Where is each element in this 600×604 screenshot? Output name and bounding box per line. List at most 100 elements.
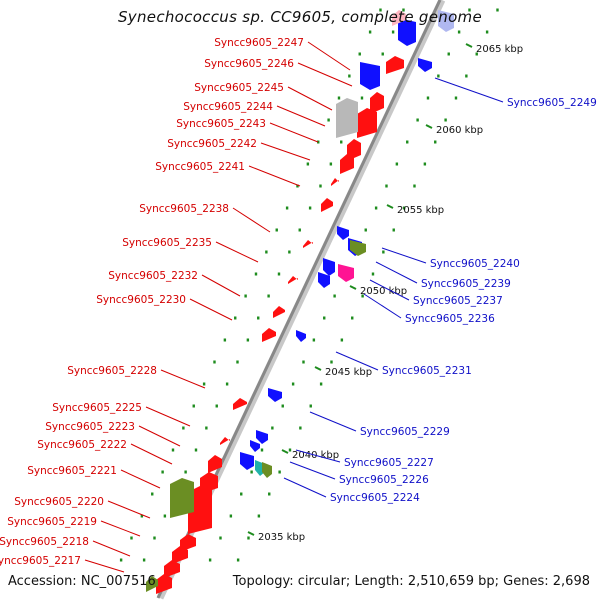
left-leader-line <box>297 62 353 87</box>
right-leader-line <box>283 477 327 498</box>
guide-dot <box>382 250 385 254</box>
left-gene-label: Syncc9605_2241 <box>155 161 245 173</box>
guide-dot <box>205 426 208 430</box>
guide-dot <box>288 250 291 254</box>
map-title: Synechococcus sp. CC9605, complete genom… <box>117 8 482 26</box>
scale-tick-label: 2060 kbp <box>436 125 483 136</box>
guide-dot <box>296 184 299 188</box>
guide-dot <box>327 118 330 122</box>
guide-dot <box>219 536 222 540</box>
guide-dot <box>285 206 289 210</box>
guide-dot <box>309 404 312 408</box>
guide-dot <box>208 558 212 562</box>
guide-dot <box>225 382 229 386</box>
guide-dot <box>368 30 372 34</box>
left-gene-label: Syncc9605_2243 <box>176 118 266 130</box>
right-gene-label: Syncc9605_2229 <box>360 426 450 438</box>
guide-dot <box>257 316 260 320</box>
left-gene-label: Syncc9605_2220 <box>14 496 104 508</box>
reverse-gene <box>268 388 282 402</box>
guide-dot <box>395 162 399 166</box>
guide-dot <box>317 140 320 144</box>
left-leader-line <box>130 443 173 465</box>
guide-dot <box>413 184 416 188</box>
guide-dot <box>444 118 447 122</box>
guide-dot <box>385 184 388 188</box>
forward-gene <box>233 398 247 410</box>
left-gene-label: Syncc9605_2230 <box>96 294 186 306</box>
grey-gene <box>336 98 358 138</box>
right-leader-line <box>289 461 336 480</box>
length-value: 2,510,659 bp <box>407 574 495 589</box>
right-gene-label: Syncc9605_2239 <box>421 278 511 290</box>
scale-tick-label: 2055 kbp <box>397 205 444 216</box>
guide-dot <box>416 118 419 122</box>
scale-tick-mark <box>281 449 289 454</box>
scale-tick-label: 2035 kbp <box>258 532 305 543</box>
guide-dot <box>468 8 471 12</box>
guide-dot <box>223 338 227 342</box>
left-gene-label: Syncc9605_2217 <box>0 555 81 567</box>
left-leader-line <box>307 41 351 71</box>
left-gene-label: Syncc9605_2232 <box>108 270 198 282</box>
guide-dot <box>340 140 343 144</box>
right-leader-line <box>295 449 341 463</box>
left-leader-line <box>215 241 259 263</box>
right-gene-label: Syncc9605_2231 <box>382 365 472 377</box>
reverse-gene <box>360 62 380 90</box>
guide-dot <box>119 558 123 562</box>
scale-tick-mark <box>465 43 473 48</box>
forward-gene <box>180 534 196 552</box>
guide-dot <box>240 492 243 496</box>
forward-gene <box>156 574 172 594</box>
guide-dot <box>247 536 250 540</box>
forward-gene <box>340 154 354 174</box>
guide-dot <box>257 514 261 518</box>
left-gene-label: Syncc9605_2228 <box>67 365 157 377</box>
guide-dot <box>213 360 216 364</box>
pink-gene <box>392 10 406 26</box>
left-leader-line <box>120 469 161 489</box>
left-leader-line <box>201 274 241 297</box>
reverse-gene <box>398 18 416 46</box>
guide-dot <box>194 448 198 452</box>
forward-gene <box>164 560 180 578</box>
right-gene-label: Syncc9605_2227 <box>344 457 434 469</box>
guide-dot <box>236 360 239 364</box>
right-leader-line <box>434 77 504 103</box>
topology-value: circular <box>297 574 346 589</box>
guide-dot <box>161 470 164 474</box>
guide-dot <box>182 426 185 430</box>
left-leader-line <box>248 165 301 187</box>
left-leader-line <box>189 298 233 321</box>
olive-gene <box>350 240 366 256</box>
guide-dot <box>268 492 271 496</box>
left-gene-label: Syncc9605_2222 <box>37 439 127 451</box>
forward-gene <box>273 306 285 318</box>
left-gene-label: Syncc9605_2221 <box>27 465 117 477</box>
left-gene-label: Syncc9605_2235 <box>122 237 212 249</box>
guide-dot <box>142 558 146 562</box>
forward-gene <box>331 178 339 186</box>
guide-dot <box>298 228 301 232</box>
guide-dot <box>312 338 316 342</box>
guide-dot <box>299 426 302 430</box>
right-gene-label: Syncc9605_2237 <box>413 295 503 307</box>
guide-dot <box>340 338 344 342</box>
guide-dot <box>281 404 284 408</box>
left-leader-line <box>145 406 191 427</box>
genes-value: 2,698 <box>552 574 590 589</box>
accession-info: Accession: NC_007516 <box>8 574 156 589</box>
left-leader-line <box>107 500 151 519</box>
guide-dot <box>278 470 281 474</box>
right-leader-line <box>335 351 379 371</box>
genes-label: Genes: <box>503 574 549 589</box>
guide-dot <box>291 382 295 386</box>
guide-dot <box>184 470 187 474</box>
left-leader-line <box>160 369 206 389</box>
left-gene-label: Syncc9605_2245 <box>194 82 284 94</box>
guide-dot <box>306 162 310 166</box>
topology-label: Topology: <box>232 574 294 589</box>
guide-dot <box>244 294 247 298</box>
